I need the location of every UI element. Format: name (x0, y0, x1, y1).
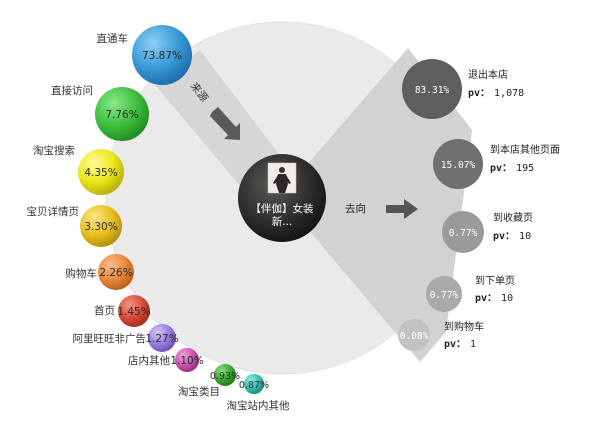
source-name: 淘宝类目 (178, 385, 220, 398)
source-item-cart[interactable]: 2.26% 购物车 (66, 254, 135, 290)
dest-pv-label: pv： (444, 339, 466, 350)
source-item-wangwang[interactable]: 1.27% 阿里旺旺非广告 (73, 324, 179, 352)
dest-item-other-pages[interactable]: 15.07% 到本店其他页面 pv： 195 (433, 139, 560, 189)
dest-pv: pv： 10 (475, 293, 513, 304)
source-pct: 2.26% (99, 267, 132, 279)
dest-pv-label: pv： (493, 231, 515, 242)
dest-name: 到本店其他页面 (490, 143, 560, 156)
source-pct: 1.45% (117, 306, 150, 318)
dest-name: 到收藏页 (493, 211, 533, 224)
source-pct: 0.87% (239, 380, 269, 391)
source-name: 淘宝站内其他 (227, 399, 290, 412)
dest-item-cart[interactable]: 0.08% 到购物车 pv： 1 (398, 319, 484, 351)
source-name: 淘宝搜索 (33, 144, 75, 157)
source-arrow-icon (210, 107, 240, 140)
dest-pv: pv： 1,078 (468, 88, 524, 99)
dest-pv-label: pv： (475, 293, 497, 304)
center-product-node[interactable]: 【伴伽】女装 新... (238, 154, 326, 242)
source-pct: 0.93% (210, 371, 240, 382)
dest-pv-value: 10 (519, 231, 531, 242)
dest-pv-label: pv： (468, 88, 490, 99)
dest-pv-label: pv： (490, 163, 512, 174)
destination-label: 去向 (345, 202, 366, 215)
dest-pv-value: 1,078 (494, 88, 524, 99)
source-item-ztc[interactable]: 73.87% 直通车 (97, 25, 193, 85)
source-name: 购物车 (66, 267, 98, 280)
dest-pct: 0.77% (449, 228, 478, 239)
dest-pv-value: 10 (501, 293, 513, 304)
dest-name: 到购物车 (444, 320, 484, 333)
dest-pct: 0.77% (430, 290, 459, 301)
source-pct: 3.30% (84, 221, 117, 233)
source-pct: 7.76% (105, 109, 138, 121)
source-item-search[interactable]: 4.35% 淘宝搜索 (33, 144, 124, 195)
source-item-store-other[interactable]: 1.10% 店内其他 (128, 348, 204, 372)
product-title-line1: 【伴伽】女装 (251, 202, 314, 215)
source-item-category[interactable]: 0.93% 淘宝类目 (178, 364, 240, 398)
source-item-site-other[interactable]: 0.87% 淘宝站内其他 (227, 374, 290, 412)
dest-pv: pv： 195 (490, 163, 534, 174)
product-title-line2: 新... (272, 215, 293, 228)
dest-name: 退出本店 (468, 68, 508, 81)
source-item-direct[interactable]: 7.76% 直接访问 (51, 84, 149, 141)
source-name: 宝贝详情页 (27, 205, 80, 218)
dest-pct: 83.31% (415, 85, 450, 96)
source-pct: 4.35% (84, 167, 117, 179)
dest-pv: pv： 1 (444, 339, 476, 350)
source-pct: 1.10% (170, 355, 203, 367)
dest-item-exit[interactable]: 83.31% 退出本店 pv： 1,078 (402, 59, 524, 119)
source-name: 阿里旺旺非广告 (73, 332, 147, 345)
dest-pv-value: 195 (516, 163, 534, 174)
product-model-icon (273, 167, 291, 193)
source-name: 直接访问 (51, 84, 93, 97)
dest-item-favorites[interactable]: 0.77% 到收藏页 pv： 10 (442, 211, 533, 253)
source-item-home[interactable]: 1.45% 首页 (94, 295, 151, 327)
source-name: 直通车 (97, 32, 129, 45)
dest-pv: pv： 10 (493, 231, 531, 242)
source-pct: 73.87% (142, 50, 182, 62)
destination-arrow-icon (386, 199, 418, 219)
source-name: 店内其他 (128, 354, 170, 367)
dest-pv-value: 1 (470, 339, 476, 350)
source-pct: 1.27% (145, 333, 178, 345)
dest-pct: 15.07% (441, 160, 476, 171)
dest-pct: 0.08% (400, 331, 429, 342)
destination-wedge (280, 48, 472, 362)
source-item-detail[interactable]: 3.30% 宝贝详情页 (27, 205, 123, 247)
dest-name: 到下单页 (475, 275, 515, 287)
dest-item-order[interactable]: 0.77% 到下单页 pv： 10 (426, 275, 515, 312)
source-name: 首页 (94, 304, 115, 317)
